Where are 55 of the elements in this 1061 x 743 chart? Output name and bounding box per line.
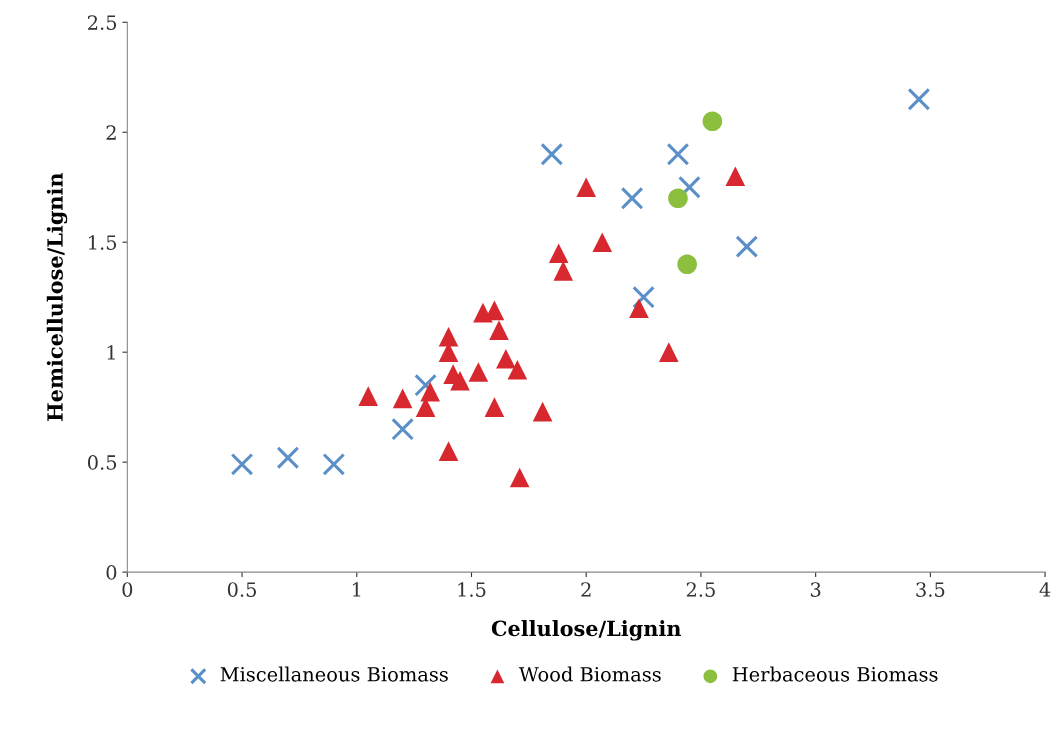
point — [496, 348, 516, 369]
point — [438, 441, 459, 461]
point — [576, 177, 597, 198]
legend-label: Wood Biomass — [518, 666, 661, 682]
point — [658, 342, 679, 362]
point — [276, 446, 300, 470]
point — [414, 373, 437, 397]
point — [735, 235, 759, 258]
x-tick-label: 1 — [352, 582, 361, 597]
point — [509, 467, 530, 488]
y-tick-label: 1 — [107, 345, 115, 360]
point — [553, 260, 574, 281]
x-tick-label: 4 — [1039, 582, 1051, 597]
x-tick-label: 2 — [581, 582, 591, 597]
x-axis-title: Cellulose/Lignin — [491, 620, 681, 641]
point — [677, 254, 697, 275]
legend-label: Miscellaneous Biomass — [220, 666, 448, 682]
point — [620, 186, 644, 210]
y-tick-label: 2.5 — [87, 15, 117, 30]
point — [678, 175, 701, 199]
y-tick-label: 0 — [106, 565, 117, 580]
x-tick-label: 0 — [122, 582, 133, 597]
point — [391, 417, 414, 441]
legend-label: Herbaceous Biomass — [732, 666, 938, 682]
x-tick-label: 3.5 — [916, 582, 945, 597]
point — [629, 298, 649, 319]
point — [725, 166, 746, 187]
point — [230, 452, 254, 476]
point — [507, 359, 528, 380]
point — [907, 87, 931, 111]
y-tick-label: 0.5 — [87, 455, 117, 470]
point — [392, 388, 413, 409]
x-tick-label: 0.5 — [227, 582, 256, 597]
point — [548, 243, 569, 264]
point — [532, 401, 553, 422]
x-tick-label: 3 — [810, 582, 821, 597]
x-tick-label: 1.5 — [458, 582, 486, 597]
point — [489, 320, 509, 341]
x-tick-label: 2.5 — [686, 582, 715, 597]
y-axis-title: Hemicellulose/Lignin — [46, 172, 68, 421]
point — [632, 285, 655, 309]
point — [358, 386, 379, 406]
point — [540, 142, 564, 166]
point — [592, 232, 613, 253]
point — [468, 362, 489, 382]
point — [668, 188, 688, 209]
point — [420, 381, 440, 402]
point — [450, 370, 470, 391]
y-tick-label: 2 — [106, 125, 116, 140]
point — [438, 326, 459, 347]
point — [666, 142, 690, 166]
point — [322, 452, 346, 476]
y-tick-label: 1.5 — [89, 235, 117, 250]
point — [702, 111, 723, 132]
point — [484, 397, 505, 417]
